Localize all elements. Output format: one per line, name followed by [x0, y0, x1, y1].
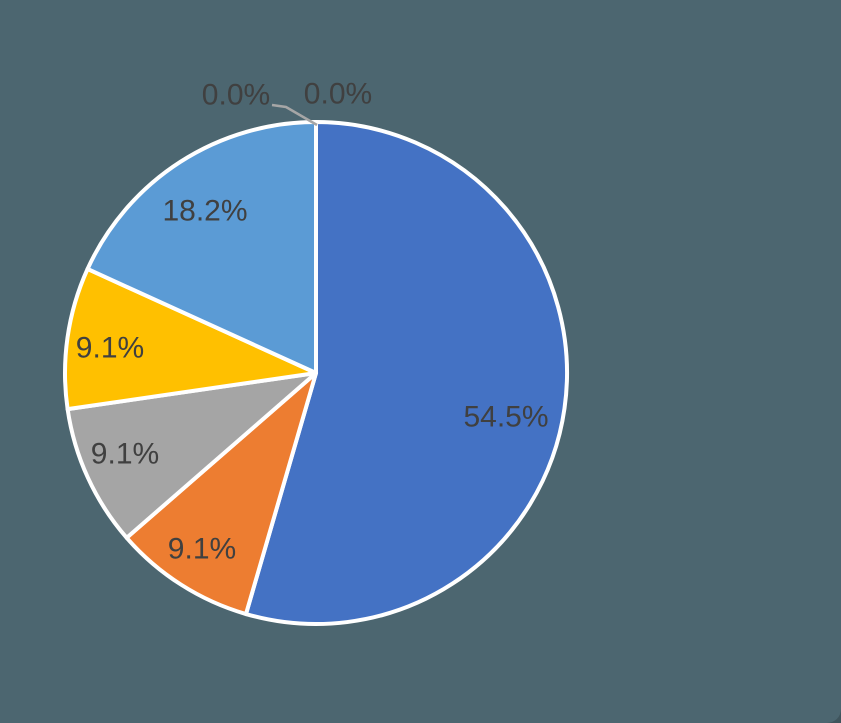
pie-slice-gray[interactable] — [65, 371, 318, 540]
pie-slice-label-blue: 54.5% — [463, 401, 548, 434]
label-leader-line — [271, 103, 318, 127]
pie-slice-label-yellow: 9.1% — [76, 332, 144, 365]
pie-slice-label-zero-2: 0.0% — [304, 78, 372, 111]
pie-slice-yellow[interactable] — [63, 266, 318, 412]
pie-slice-label-light-blue: 18.2% — [162, 195, 247, 228]
pie-slice-orange[interactable] — [124, 371, 318, 617]
pie-slice-label-orange: 9.1% — [168, 533, 236, 566]
pie-slice-label-gray: 9.1% — [91, 438, 159, 471]
pie-slice-label-zero-1: 0.0% — [202, 79, 270, 112]
pie-slice-blue[interactable] — [243, 120, 569, 626]
pie-slice-light-blue[interactable] — [85, 120, 318, 375]
